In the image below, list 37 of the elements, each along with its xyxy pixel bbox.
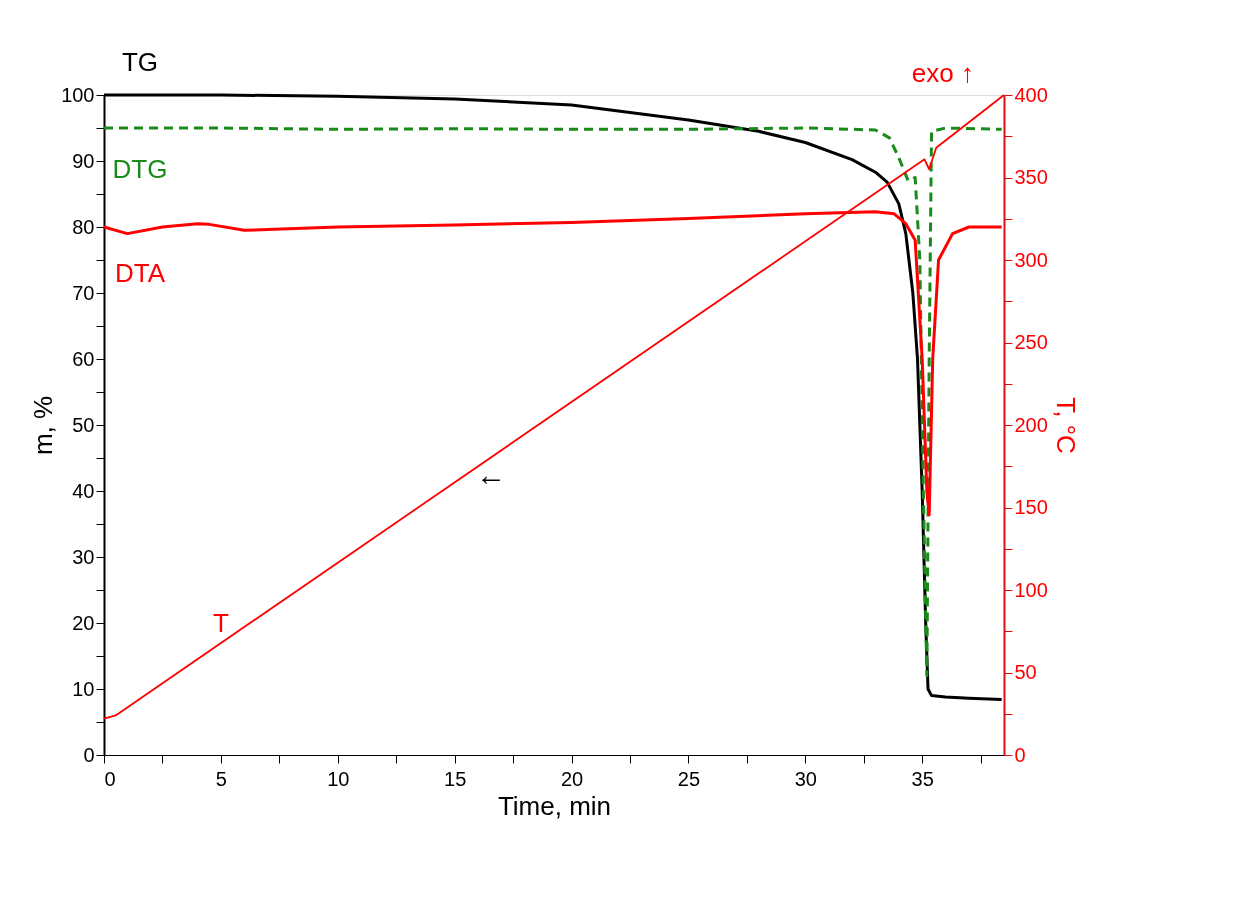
series-label: T <box>213 607 230 638</box>
y-tick-label: 40 <box>72 479 95 502</box>
x-tick-label: 10 <box>327 767 350 790</box>
x-axis-title: Time, min <box>497 790 612 821</box>
y-tick-label: 30 <box>72 545 95 568</box>
series-label: TG <box>121 47 159 77</box>
y-tick-label: 80 <box>72 215 95 238</box>
y2-tick-label: 250 <box>1014 331 1048 353</box>
annotation: ← <box>476 458 506 491</box>
x-tick-label: 5 <box>215 767 227 790</box>
y2-tick-label: 50 <box>1014 661 1037 683</box>
x-tick-label: 15 <box>444 767 467 790</box>
x-tick-label: 35 <box>911 767 934 790</box>
y2-axis-title: T, °C <box>1050 397 1081 454</box>
series-label: DTA <box>114 258 166 288</box>
y2-tick-label: 150 <box>1014 496 1048 518</box>
x-tick-label: 0 <box>104 767 116 790</box>
y2-tick-label: 300 <box>1014 248 1048 271</box>
y-tick-label: 100 <box>61 83 95 106</box>
y-tick-label: 20 <box>72 611 95 634</box>
x-tick-label: 20 <box>560 767 584 790</box>
y-tick-label: 60 <box>72 347 95 370</box>
y2-tick-label: 400 <box>1014 83 1048 106</box>
y-axis-title: m, % <box>28 395 59 456</box>
y2-tick-label: 0 <box>1014 743 1026 766</box>
y-tick-label: 0 <box>83 743 95 766</box>
y-tick-label: 10 <box>72 677 95 700</box>
y2-tick-label: 200 <box>1014 413 1048 436</box>
y-tick-label: 70 <box>72 281 95 304</box>
x-tick-label: 30 <box>794 767 817 790</box>
text: exo ↑ <box>911 58 974 88</box>
x-tick-label: 25 <box>677 767 701 790</box>
y-tick-label: 90 <box>72 149 95 172</box>
y-tick-label: 50 <box>72 413 95 436</box>
y2-tick-label: 350 <box>1014 166 1048 188</box>
series-label: DTG <box>112 154 168 184</box>
y2-tick-label: 100 <box>1014 578 1048 601</box>
